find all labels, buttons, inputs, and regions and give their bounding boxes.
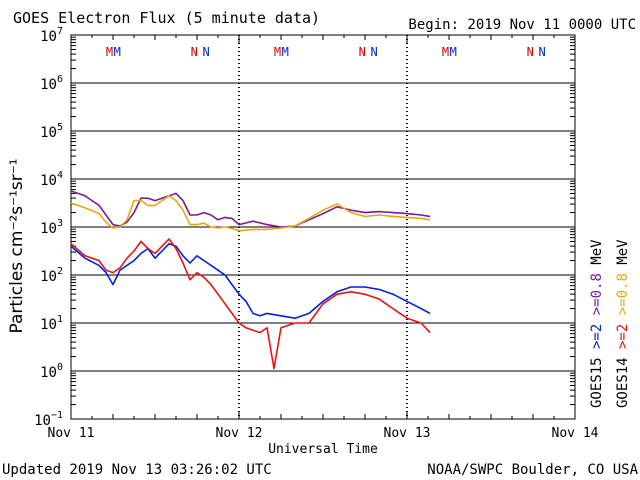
satellite-marker: N bbox=[370, 45, 377, 59]
y-tick-label: 104 bbox=[40, 170, 63, 189]
chart-title: GOES Electron Flux (5 minute data) bbox=[13, 9, 320, 27]
y-tick-label: 10−1 bbox=[34, 410, 63, 429]
grid-lines bbox=[70, 35, 576, 419]
x-tick-labels: Nov 11 Nov 12 Nov 13 Nov 14 bbox=[48, 426, 599, 441]
legend-entry: GOES15 >=2 >=0.8 MeV bbox=[589, 239, 605, 408]
legend-column: GOES14 >=2 >=0.8 MeV bbox=[615, 239, 631, 408]
legend-column: GOES15 >=2 >=0.8 MeV bbox=[589, 239, 605, 408]
data-series bbox=[70, 190, 431, 370]
y-tick-label: 105 bbox=[40, 122, 63, 141]
credit-label: NOAA/SWPC Boulder, CO USA bbox=[427, 462, 638, 478]
x-tick-label: Nov 12 bbox=[216, 426, 263, 441]
satellite-marker: M bbox=[106, 45, 113, 59]
updated-label: Updated 2019 Nov 13 03:26:02 UTC bbox=[2, 462, 272, 478]
begin-label: Begin: 2019 Nov 11 0000 UTC bbox=[408, 17, 636, 33]
legend-entry: GOES14 >=2 >=0.8 MeV bbox=[615, 239, 631, 408]
satellite-marker: M bbox=[114, 45, 121, 59]
y-tick-label: 106 bbox=[40, 74, 63, 93]
satellite-marker: N bbox=[202, 45, 209, 59]
x-axis-label: Universal Time bbox=[268, 442, 378, 457]
y-tick-label: 107 bbox=[40, 26, 63, 45]
y-tick-label: 101 bbox=[40, 314, 63, 333]
series-line bbox=[70, 238, 431, 370]
x-tick-label: Nov 13 bbox=[384, 426, 431, 441]
satellite-marker: M bbox=[282, 45, 289, 59]
legend: GOES15 >=2 >=0.8 MeV GOES14 >=2 >=0.8 MeV bbox=[589, 239, 631, 408]
satellite-marker: M bbox=[274, 45, 281, 59]
satellite-marker: N bbox=[191, 45, 198, 59]
satellite-marker: N bbox=[527, 45, 534, 59]
y-tick-label: 103 bbox=[40, 218, 63, 237]
x-tick-label: Nov 14 bbox=[552, 426, 599, 441]
x-tick-label: Nov 11 bbox=[48, 426, 95, 441]
satellite-marker: N bbox=[538, 45, 545, 59]
y-tick-label: 102 bbox=[40, 266, 63, 285]
y-axis-label: Particles cm⁻²s⁻¹sr⁻¹ bbox=[7, 158, 27, 333]
satellite-marker: M bbox=[450, 45, 457, 59]
y-tick-label: 100 bbox=[40, 362, 63, 381]
y-tick-labels: 107 106 105 104 103 102 101 100 10−1 bbox=[34, 26, 63, 429]
satellite-marker: M bbox=[442, 45, 449, 59]
day-separators bbox=[238, 35, 408, 419]
satellite-marker: N bbox=[359, 45, 366, 59]
